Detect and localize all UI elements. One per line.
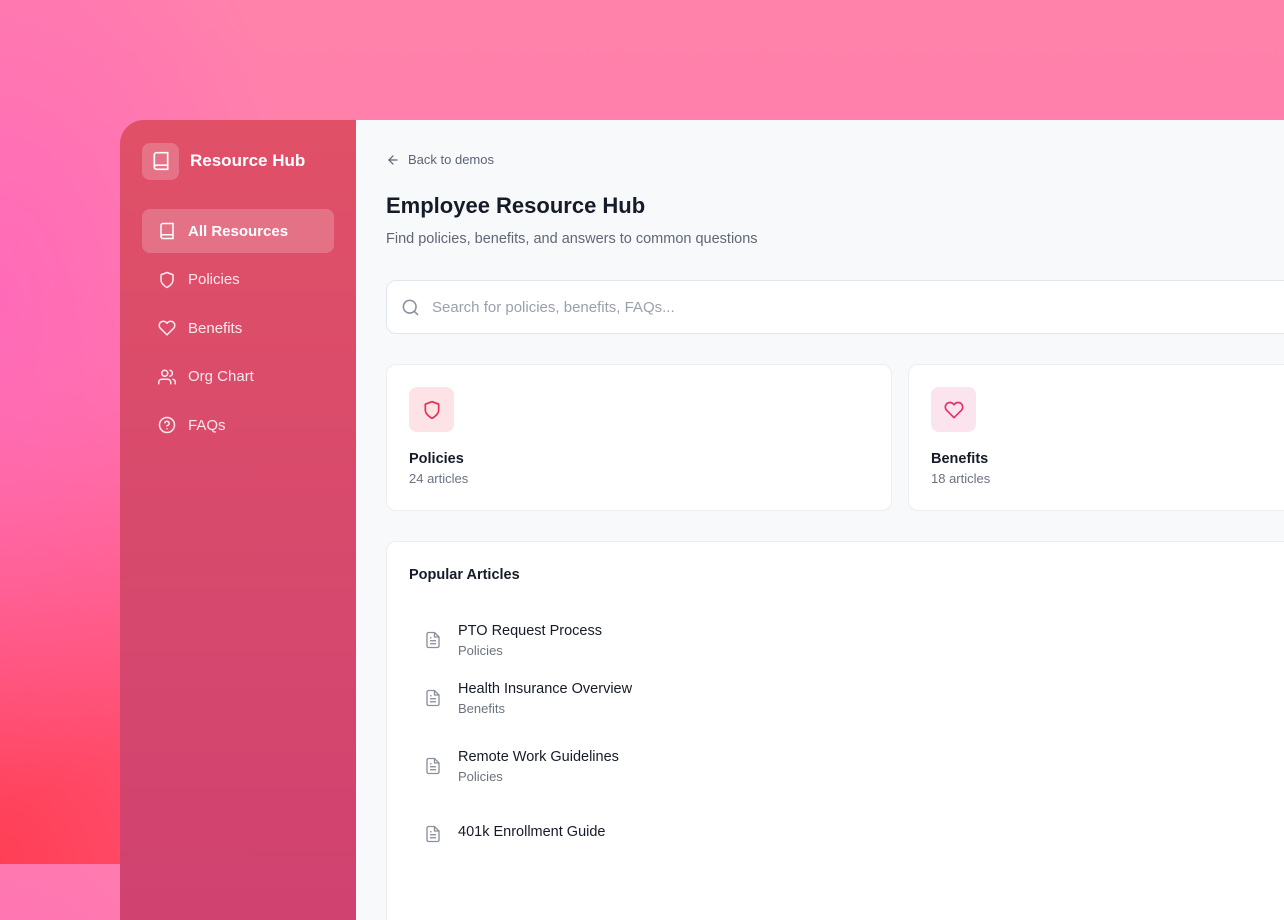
card-title: Benefits (931, 451, 989, 467)
sidebar-item-policies[interactable]: Policies (142, 258, 334, 302)
brand[interactable]: Resource Hub (142, 142, 334, 180)
back-link-label: Back to demos (408, 152, 494, 167)
search-box[interactable] (386, 280, 1284, 334)
sidebar-item-all-resources[interactable]: All Resources (142, 209, 334, 253)
file-text-icon (426, 757, 440, 775)
sidebar-item-label: Benefits (188, 319, 243, 337)
sidebar-item-benefits[interactable]: Benefits (142, 306, 334, 350)
search-input[interactable] (432, 298, 1032, 316)
category-card-benefits[interactable]: Benefits 18 articles (908, 364, 1284, 511)
file-text-icon (426, 689, 440, 707)
book-icon (142, 142, 179, 180)
category-card-policies[interactable]: Policies 24 articles (386, 364, 892, 511)
popular-articles-panel: Popular Articles PTO Request Process Poli… (386, 541, 1284, 920)
article-title: PTO Request Process (458, 622, 602, 639)
app-window: Resource Hub All Resources Policies Bene… (120, 120, 1284, 920)
article-category: Policies (458, 768, 503, 784)
back-link[interactable]: Back to demos (386, 152, 494, 167)
sidebar-item-org-chart[interactable]: Org Chart (142, 355, 334, 399)
article-category: Benefits (458, 700, 505, 716)
sidebar: Resource Hub All Resources Policies Bene… (120, 120, 356, 920)
users-icon (158, 369, 176, 384)
sidebar-item-label: FAQs (188, 416, 226, 434)
article-item[interactable]: Remote Work Guidelines Policies (409, 727, 1284, 805)
article-title: Remote Work Guidelines (458, 748, 619, 765)
article-category: Policies (458, 642, 503, 658)
panel-title: Popular Articles (409, 567, 520, 583)
page-subtitle: Find policies, benefits, and answers to … (386, 231, 758, 247)
sidebar-item-label: Policies (188, 271, 240, 288)
article-title: Health Insurance Overview (458, 680, 633, 697)
sidebar-item-faqs[interactable]: FAQs (142, 403, 334, 447)
book-icon (160, 222, 174, 240)
brand-name: Resource Hub (190, 151, 306, 170)
main-content: Back to demos Employee Resource Hub Find… (356, 120, 1284, 920)
card-count: 24 articles (409, 471, 469, 486)
file-text-icon (426, 631, 440, 649)
heart-icon (931, 387, 976, 432)
heart-icon (158, 320, 176, 336)
help-circle-icon (158, 416, 176, 434)
article-item[interactable]: Health Insurance Overview Benefits (409, 659, 1284, 737)
article-item[interactable]: PTO Request Process Policies (409, 611, 1284, 669)
arrow-left-icon (388, 154, 398, 165)
shield-icon (409, 387, 454, 432)
shield-icon (160, 271, 174, 288)
sidebar-item-label: Org Chart (188, 368, 254, 385)
file-text-icon (426, 825, 440, 843)
article-list: PTO Request Process Policies Health Insur… (409, 611, 1284, 873)
search-icon (402, 299, 419, 315)
article-item[interactable]: 401k Enrollment Guide (409, 795, 1284, 873)
article-title: 401k Enrollment Guide (458, 824, 606, 840)
sidebar-nav: All Resources Policies Benefits Org Char… (142, 209, 334, 447)
page-title: Employee Resource Hub (386, 193, 646, 218)
card-title: Policies (409, 451, 464, 467)
sidebar-item-label: All Resources (188, 222, 289, 240)
card-count: 18 articles (931, 471, 991, 486)
